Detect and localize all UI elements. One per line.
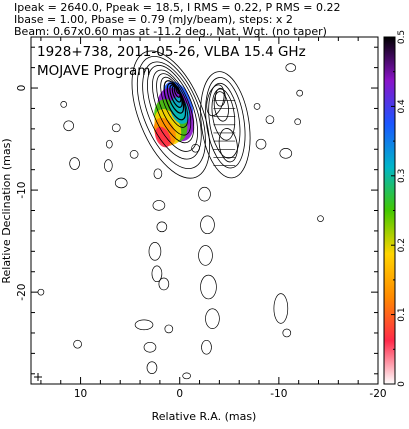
jet-contour (213, 91, 229, 122)
noise-contour (111, 123, 121, 133)
plot-subtitle: MOJAVE Program (37, 63, 150, 79)
noise-contour (129, 150, 139, 159)
noise-contour (198, 186, 211, 202)
x-tick-label: -20 (369, 388, 386, 400)
beam-ellipse (34, 373, 42, 381)
noise-contour (200, 215, 215, 235)
jet-contour (208, 82, 241, 159)
noise-contour (200, 274, 217, 300)
jet-contour (206, 84, 225, 117)
core-contour (175, 86, 181, 94)
noise-contour (201, 339, 212, 355)
noise-contour (105, 139, 113, 149)
y-tick-label: 0 (16, 85, 28, 92)
jet-contour (200, 71, 251, 179)
core-contour (156, 73, 192, 136)
colorbar-tick-label: 0.3 (397, 169, 407, 183)
jet-contour (218, 128, 238, 163)
noise-contour (63, 120, 74, 132)
noise-contour (205, 308, 220, 329)
contour-map (37, 50, 324, 380)
core-contour (136, 55, 206, 170)
jet-contour (205, 77, 246, 169)
colorbar-tick-label: 0.1 (397, 307, 407, 321)
x-axis-label: Relative R.A. (mas) (152, 410, 257, 423)
noise-contour (60, 101, 68, 108)
axis-ticks: 10 0 -10 -20 0 -10 -20 (16, 37, 387, 400)
noise-contour (265, 115, 275, 124)
noise-contour (158, 277, 170, 291)
noise-contour (156, 221, 168, 233)
noise-contour (114, 177, 128, 189)
polarization-patch (155, 126, 171, 148)
noise-contour (317, 215, 324, 222)
noise-contour (146, 361, 158, 374)
noise-contour (69, 157, 80, 170)
noise-contour (191, 143, 200, 153)
noise-contour (255, 138, 267, 150)
y-tick-label: -20 (16, 284, 28, 301)
noise-contour (253, 103, 261, 110)
noise-contour (134, 319, 154, 331)
header-line-base: Ibase = 1.00, Pbase = 0.79 (mJy/beam), s… (14, 13, 293, 26)
noise-contour (285, 63, 297, 72)
x-tick-label: 10 (74, 388, 87, 400)
colorbar-ticks: 0 0.1 0.2 0.3 0.4 0.5 (391, 30, 407, 387)
x-tick-label: 0 (176, 388, 183, 400)
noise-contour (182, 372, 191, 380)
noise-contour (282, 328, 292, 338)
plot-frame (30, 36, 379, 385)
core-contour (142, 61, 202, 160)
core-contour (160, 76, 189, 128)
y-tick-label: -10 (16, 182, 28, 199)
core-contour (147, 65, 199, 152)
noise-contour (143, 341, 157, 353)
x-tick-label: -10 (270, 388, 287, 400)
noise-contour (104, 159, 113, 172)
noise-contour (294, 118, 302, 126)
core-contour (152, 69, 195, 144)
colorbar-tick-label: 0.5 (397, 30, 407, 44)
core-contour (163, 80, 187, 121)
jet-contour (215, 87, 226, 107)
noise-contour (153, 168, 163, 180)
noise-contour (37, 288, 45, 296)
colorbar-tick-label: 0.2 (397, 238, 407, 252)
colorbar-tick-label: 0.4 (397, 99, 407, 114)
noise-contour (198, 245, 213, 266)
noise-contour (148, 242, 162, 261)
noise-contour (164, 324, 174, 334)
noise-contour (279, 148, 293, 159)
plot-title: 1928+738, 2011-05-26, VLBA 15.4 GHz (37, 44, 306, 60)
header-line-beam: Beam: 0.67x0.60 mas at -11.2 deg., Nat. … (14, 25, 327, 38)
noise-contour (296, 89, 304, 97)
noise-contour (73, 339, 82, 349)
noise-contour (273, 293, 289, 324)
noise-contour (151, 265, 163, 283)
header-line-peak: Ipeak = 2640.0, Ppeak = 18.5, I RMS = 0.… (14, 1, 341, 14)
y-axis-label: Relative Declination (mas) (0, 138, 13, 283)
colorbar-tick-label: 0 (397, 381, 407, 387)
core-contour (131, 50, 210, 179)
noise-contour (152, 200, 166, 211)
